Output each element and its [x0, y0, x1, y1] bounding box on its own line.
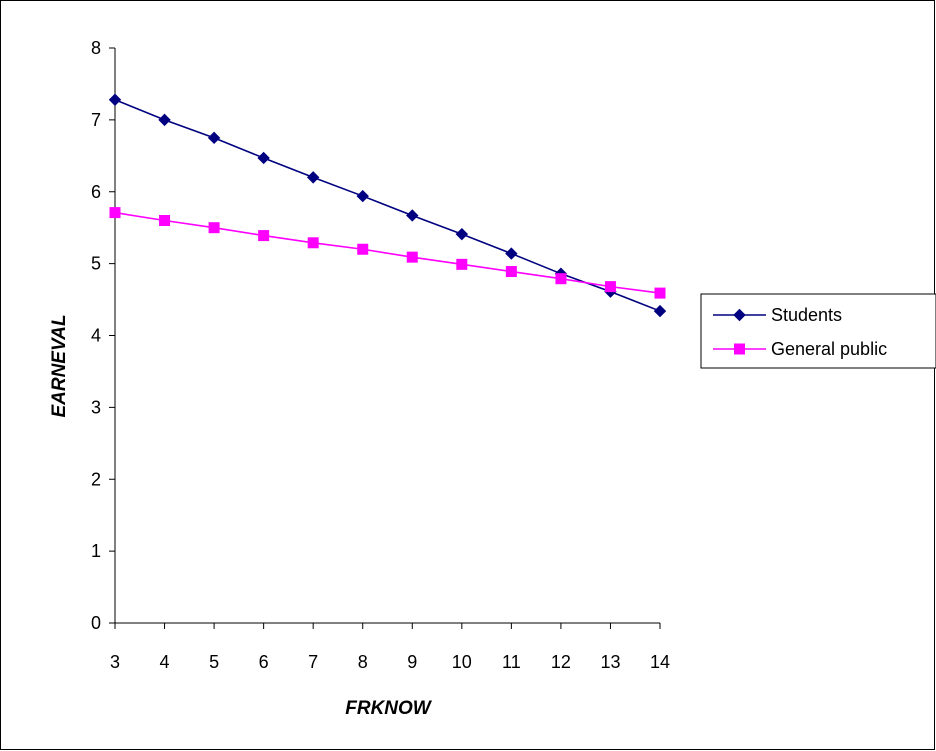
data-point — [356, 189, 369, 203]
data-point — [653, 304, 667, 318]
legend-swatch-marker — [734, 343, 745, 355]
legend: Students General public — [700, 293, 936, 369]
data-point — [455, 227, 469, 241]
x-tick-label: 5 — [209, 652, 219, 672]
data-point — [207, 131, 221, 145]
series-1 — [108, 93, 667, 318]
x-tick-label: 8 — [358, 652, 368, 672]
data-point — [306, 171, 320, 184]
y-tick-label: 7 — [91, 110, 101, 130]
y-tick-label: 5 — [91, 254, 101, 274]
data-point — [505, 266, 517, 278]
data-point — [604, 281, 616, 293]
legend-label: General public — [771, 339, 887, 359]
x-tick-label: 4 — [160, 652, 170, 672]
y-tick-label: 1 — [91, 541, 101, 561]
y-tick-label: 4 — [91, 326, 101, 346]
y-tick-label: 3 — [91, 397, 101, 417]
series-2 — [109, 207, 666, 299]
y-axis-title: EARNEVAL — [49, 314, 70, 417]
y-tick-label: 6 — [91, 182, 101, 202]
legend-box — [700, 293, 936, 369]
data-point — [555, 273, 567, 285]
x-tick-label: 10 — [452, 652, 472, 672]
x-tick-label: 13 — [600, 652, 620, 672]
data-point — [357, 243, 369, 255]
data-point — [456, 258, 468, 270]
data-point — [654, 287, 666, 299]
data-point — [109, 207, 121, 219]
legend-label: Students — [771, 305, 842, 325]
data-point — [505, 247, 518, 260]
data-point — [257, 151, 270, 165]
y-tick-label: 0 — [91, 613, 101, 633]
data-point — [406, 209, 419, 222]
data-point — [159, 215, 171, 226]
x-axis-title: FRKNOW — [345, 698, 433, 719]
data-point — [158, 113, 171, 127]
series-line — [114, 211, 661, 294]
data-point — [258, 230, 270, 242]
data-point — [307, 237, 319, 249]
legend-swatch-marker — [733, 308, 746, 322]
y-tick-label: 2 — [91, 469, 101, 489]
x-tick-label: 14 — [650, 652, 670, 672]
x-tick-label: 7 — [308, 652, 318, 672]
data-point — [108, 93, 122, 106]
x-tick-label: 6 — [259, 652, 269, 672]
x-tick-label: 3 — [110, 652, 120, 672]
data-point — [208, 222, 220, 234]
x-tick-label: 9 — [407, 652, 417, 672]
series-line — [114, 99, 661, 312]
data-point — [406, 251, 418, 263]
x-tick-label: 12 — [551, 652, 571, 672]
y-tick-label: 8 — [91, 38, 101, 58]
plot-area — [108, 93, 667, 318]
x-tick-label: 11 — [502, 652, 521, 672]
